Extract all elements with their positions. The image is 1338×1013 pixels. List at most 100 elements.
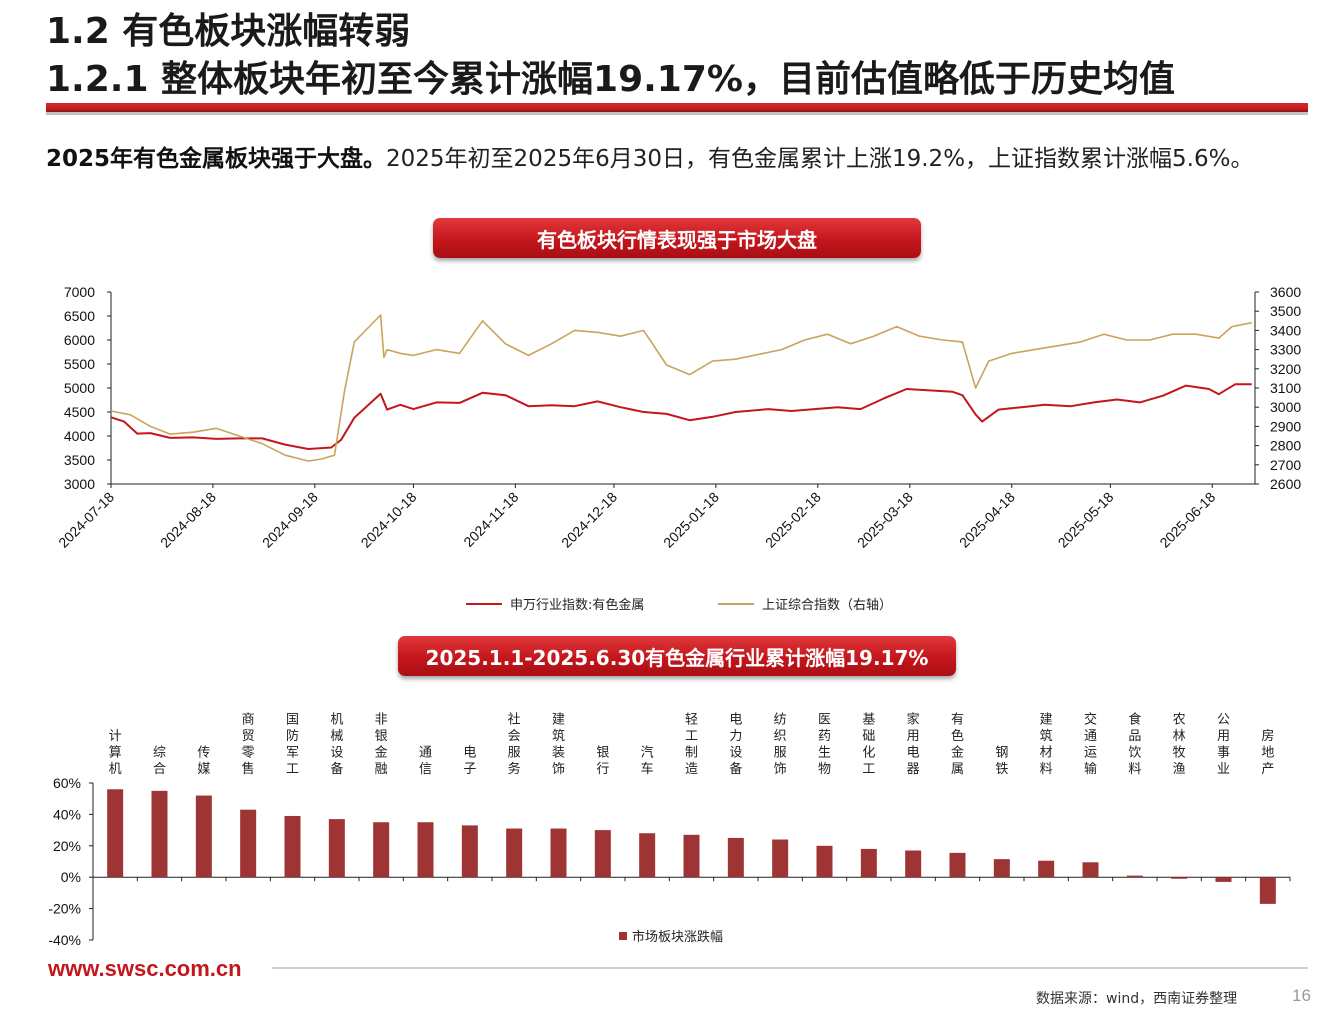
right-y-tick-label: 3500	[1270, 303, 1301, 319]
legend-label-nonferrous: 申万行业指数:有色金属	[510, 597, 644, 613]
bar-4	[240, 809, 257, 878]
intro-paragraph: 2025年有色金属板块强于大盘。2025年初至2025年6月30日，有色金属累计…	[46, 142, 1316, 176]
bar-category-label: 食品饮料	[1128, 712, 1141, 778]
bar-category-label: 传媒	[197, 746, 210, 778]
bar-category-label: 有色金属	[951, 713, 964, 778]
bar-category-label: 医药生物	[818, 713, 831, 778]
bar-25	[1171, 877, 1188, 879]
right-y-tick-label: 2600	[1270, 476, 1301, 492]
bar-category-label: 国防军工	[286, 713, 299, 778]
bar-category-label: 建筑装饰	[552, 713, 565, 778]
bar-y-tick-label: -40%	[48, 932, 81, 948]
line-chart-banner: 有色板块行情表现强于市场大盘	[433, 218, 921, 258]
left-y-tick-label: 6000	[64, 332, 95, 348]
x-tick-label: 2025-01-18	[660, 489, 722, 551]
bar-21	[993, 859, 1010, 878]
bar-3	[195, 795, 212, 878]
bar-category-label: 交通运输	[1084, 712, 1097, 778]
left-y-tick-label: 4000	[64, 428, 95, 444]
bar-8	[417, 822, 434, 878]
right-y-tick-label: 2800	[1270, 438, 1301, 454]
bar-13	[639, 833, 656, 878]
bar-y-tick-label: 60%	[53, 775, 81, 791]
shanghai-index-line	[110, 314, 1252, 462]
bar-category-label: 计算机	[109, 729, 122, 777]
bar-category-label: 电力设备	[729, 713, 742, 778]
nonferrous-index-line	[110, 383, 1252, 450]
bar-20	[949, 852, 966, 878]
bar-5	[284, 815, 301, 878]
right-y-tick-label: 3000	[1270, 399, 1301, 415]
x-tick-label: 2024-10-18	[358, 489, 420, 551]
left-y-tick-label: 4500	[64, 404, 95, 420]
bar-15	[727, 837, 744, 878]
intro-text: 2025年初至2025年6月30日，有色金属累计上涨19.2%，上证指数累计涨幅…	[386, 146, 1254, 172]
x-tick-label: 2024-08-18	[157, 489, 219, 551]
bar-category-label: 轻工制造	[685, 713, 698, 778]
x-tick-label: 2024-09-18	[259, 489, 321, 551]
page-title: 1.2 有色板块涨幅转弱	[46, 11, 411, 52]
x-tick-label: 2025-05-18	[1055, 489, 1117, 551]
right-y-tick-label: 2900	[1270, 418, 1301, 434]
right-y-tick-label: 2700	[1270, 457, 1301, 473]
bar-category-label: 基础化工	[862, 713, 875, 778]
left-y-tick-label: 6500	[64, 308, 95, 324]
data-source: 数据来源：wind，西南证券整理	[1036, 991, 1238, 1007]
bar-category-label: 纺织服饰	[774, 713, 787, 778]
bar-category-label: 电子	[463, 746, 476, 778]
bar-2	[151, 790, 168, 878]
bar-y-tick-label: 0%	[61, 869, 81, 885]
bar-27	[1259, 877, 1276, 904]
title-divider	[46, 103, 1308, 112]
x-tick-label: 2024-07-18	[55, 489, 117, 551]
footer-url[interactable]: www.swsc.com.cn	[48, 956, 242, 981]
bar-7	[373, 822, 390, 878]
bar-category-label: 银行	[596, 746, 609, 778]
bar-category-label: 建筑材料	[1040, 713, 1053, 778]
bar-category-label: 公用事业	[1217, 713, 1230, 778]
right-y-tick-label: 3100	[1270, 380, 1301, 396]
bar-category-label: 商贸零售	[242, 713, 255, 778]
title-divider-shadow	[46, 112, 1308, 115]
bar-26	[1215, 877, 1232, 882]
bar-17	[816, 845, 833, 878]
left-y-tick-label: 5500	[64, 356, 95, 372]
bar-6	[328, 819, 345, 878]
bar-16	[772, 839, 789, 878]
bar-24	[1126, 875, 1143, 878]
bar-category-label: 房地产	[1261, 728, 1274, 777]
bar-y-tick-label: -20%	[48, 901, 81, 917]
right-y-tick-label: 3300	[1270, 342, 1301, 358]
bar-chart-banner: 2025.1.1-2025.6.30有色金属行业累计涨幅19.17%	[398, 636, 956, 676]
footer-divider	[272, 967, 1308, 969]
left-y-tick-label: 3000	[64, 476, 95, 492]
bar-1	[107, 789, 124, 878]
bar-category-label: 社会服务	[508, 712, 521, 778]
page-subtitle: 1.2.1 整体板块年初至今累计涨幅19.17%，目前估值略低于历史均值	[46, 59, 1175, 100]
x-tick-label: 2025-02-18	[762, 489, 824, 551]
bar-14	[683, 834, 700, 878]
bar-category-label: 钢铁	[995, 746, 1008, 778]
bar-category-label: 农林牧渔	[1173, 713, 1186, 778]
bar-legend-swatch	[619, 932, 627, 940]
x-tick-label: 2025-03-18	[854, 489, 916, 551]
right-y-tick-label: 3400	[1270, 322, 1301, 338]
intro-bold: 2025年有色金属板块强于大盘。	[46, 146, 387, 172]
bar-23	[1082, 862, 1099, 878]
bar-9	[461, 825, 478, 878]
bar-category-label: 家用电器	[907, 712, 920, 778]
bar-12	[594, 830, 611, 878]
legend-label-shanghai: 上证综合指数（右轴）	[762, 598, 892, 613]
x-tick-label: 2024-11-18	[460, 489, 521, 550]
bar-category-label: 汽车	[641, 746, 654, 778]
bar-category-label: 机械设备	[330, 713, 343, 778]
left-y-tick-label: 5000	[64, 380, 95, 396]
x-tick-label: 2025-06-18	[1156, 489, 1218, 551]
bar-category-label: 通信	[419, 746, 432, 778]
bar-19	[905, 850, 922, 878]
bar-18	[860, 848, 877, 878]
bar-category-label: 非银金融	[375, 713, 388, 778]
bar-10	[506, 828, 523, 878]
page-number: 16	[1292, 986, 1311, 1005]
bar-legend-label: 市场板块涨跌幅	[632, 929, 723, 945]
